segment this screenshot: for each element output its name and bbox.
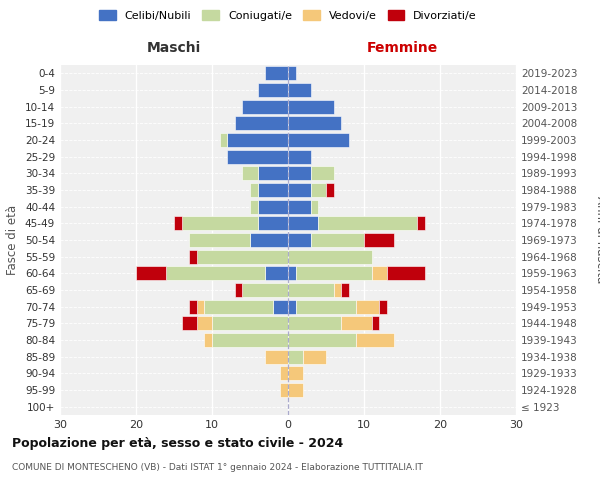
- Bar: [288, 200, 311, 214]
- Bar: [242, 100, 288, 114]
- Bar: [288, 383, 303, 397]
- Y-axis label: Fasce di età: Fasce di età: [7, 205, 19, 275]
- Bar: [311, 233, 364, 247]
- Bar: [212, 316, 288, 330]
- Bar: [341, 283, 349, 297]
- Text: Popolazione per età, sesso e stato civile - 2024: Popolazione per età, sesso e stato civil…: [12, 438, 343, 450]
- Bar: [356, 333, 394, 347]
- Bar: [288, 216, 319, 230]
- Bar: [288, 150, 311, 164]
- Bar: [288, 116, 341, 130]
- Bar: [288, 66, 296, 80]
- Bar: [235, 283, 242, 297]
- Bar: [280, 383, 288, 397]
- Bar: [166, 266, 265, 280]
- Bar: [356, 300, 379, 314]
- Bar: [265, 66, 288, 80]
- Bar: [296, 266, 371, 280]
- Bar: [220, 133, 227, 147]
- Bar: [273, 300, 288, 314]
- Bar: [182, 316, 197, 330]
- Text: Maschi: Maschi: [147, 41, 201, 55]
- Bar: [189, 250, 197, 264]
- Bar: [311, 183, 326, 197]
- Bar: [257, 200, 288, 214]
- Bar: [250, 233, 288, 247]
- Text: COMUNE DI MONTESCHENO (VB) - Dati ISTAT 1° gennaio 2024 - Elaborazione TUTTITALI: COMUNE DI MONTESCHENO (VB) - Dati ISTAT …: [12, 463, 423, 472]
- Bar: [371, 316, 379, 330]
- Bar: [257, 83, 288, 97]
- Bar: [334, 283, 341, 297]
- Bar: [227, 150, 288, 164]
- Bar: [242, 166, 257, 180]
- Bar: [212, 333, 288, 347]
- Bar: [288, 316, 341, 330]
- Bar: [250, 200, 257, 214]
- Bar: [288, 366, 303, 380]
- Bar: [227, 133, 288, 147]
- Bar: [265, 350, 288, 364]
- Y-axis label: Anni di nascita: Anni di nascita: [594, 196, 600, 284]
- Bar: [319, 216, 417, 230]
- Bar: [303, 350, 326, 364]
- Bar: [341, 316, 371, 330]
- Bar: [174, 216, 182, 230]
- Bar: [205, 300, 273, 314]
- Bar: [311, 200, 319, 214]
- Bar: [288, 83, 311, 97]
- Bar: [288, 133, 349, 147]
- Bar: [280, 366, 288, 380]
- Bar: [265, 266, 288, 280]
- Bar: [387, 266, 425, 280]
- Bar: [197, 300, 205, 314]
- Bar: [364, 233, 394, 247]
- Bar: [288, 166, 311, 180]
- Bar: [288, 183, 311, 197]
- Bar: [189, 300, 197, 314]
- Bar: [288, 300, 296, 314]
- Legend: Celibi/Nubili, Coniugati/e, Vedovi/e, Divorziati/e: Celibi/Nubili, Coniugati/e, Vedovi/e, Di…: [97, 8, 479, 24]
- Bar: [205, 333, 212, 347]
- Bar: [288, 350, 303, 364]
- Bar: [257, 166, 288, 180]
- Bar: [371, 266, 387, 280]
- Bar: [242, 283, 288, 297]
- Bar: [288, 233, 311, 247]
- Bar: [288, 333, 356, 347]
- Bar: [257, 183, 288, 197]
- Bar: [288, 100, 334, 114]
- Bar: [417, 216, 425, 230]
- Bar: [235, 116, 288, 130]
- Bar: [189, 233, 250, 247]
- Text: Femmine: Femmine: [367, 41, 437, 55]
- Bar: [326, 183, 334, 197]
- Bar: [136, 266, 166, 280]
- Bar: [311, 166, 334, 180]
- Bar: [288, 250, 371, 264]
- Bar: [197, 316, 212, 330]
- Bar: [288, 266, 296, 280]
- Bar: [288, 283, 334, 297]
- Bar: [379, 300, 387, 314]
- Bar: [257, 216, 288, 230]
- Bar: [250, 183, 257, 197]
- Bar: [197, 250, 288, 264]
- Bar: [296, 300, 356, 314]
- Bar: [182, 216, 257, 230]
